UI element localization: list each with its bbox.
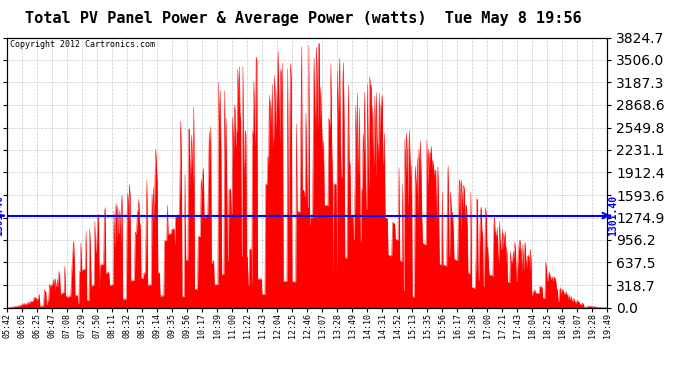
Text: 1301.40: 1301.40 [609,195,618,236]
Text: Copyright 2012 Cartronics.com: Copyright 2012 Cartronics.com [10,40,155,49]
Text: 1301.40: 1301.40 [0,195,4,236]
Text: Total PV Panel Power & Average Power (watts)  Tue May 8 19:56: Total PV Panel Power & Average Power (wa… [26,11,582,26]
